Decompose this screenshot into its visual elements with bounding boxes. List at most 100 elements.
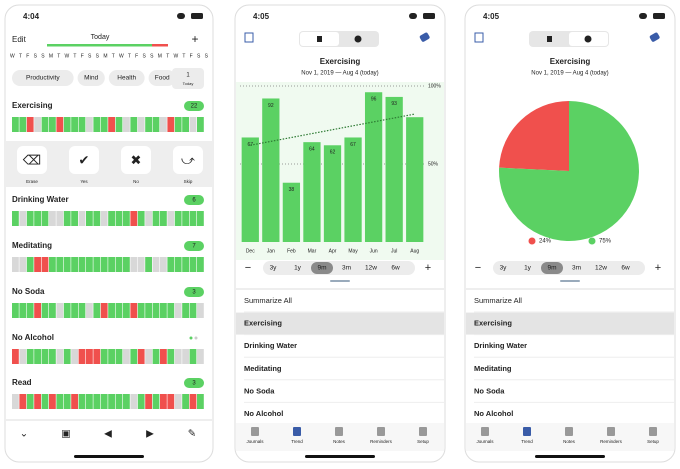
day-cell[interactable] [152,257,160,272]
day-cell[interactable] [71,211,78,226]
tab-icon[interactable] [607,427,615,436]
day-cell[interactable] [174,211,182,226]
day-cell[interactable] [115,257,123,272]
day-cell[interactable] [12,117,19,132]
day-cell[interactable] [189,117,197,132]
tab-icon[interactable] [565,427,573,436]
day-cell[interactable] [12,303,19,318]
day-cell[interactable] [152,303,160,318]
tab-icon[interactable] [481,427,489,436]
day-cell[interactable] [152,394,160,409]
day-cell[interactable] [100,211,108,226]
day-cell[interactable] [160,211,167,226]
day-cell[interactable] [12,349,19,364]
day-cell[interactable] [160,303,167,318]
day-cell[interactable] [12,211,19,226]
day-cell[interactable] [78,394,86,409]
day-cell[interactable] [34,117,41,132]
day-cell[interactable] [130,117,138,132]
day-cell[interactable] [26,211,34,226]
tab-icon[interactable] [377,427,385,436]
plus-button[interactable]: + [655,262,661,274]
toolbar-icon[interactable]: ▣ [61,429,70,440]
day-cell[interactable] [19,211,27,226]
day-cell[interactable] [93,349,101,364]
day-cell[interactable] [182,257,189,272]
day-cell[interactable] [137,211,145,226]
day-cell[interactable] [19,349,27,364]
day-cell[interactable] [86,257,93,272]
day-cell[interactable] [19,303,27,318]
day-cell[interactable] [63,303,71,318]
day-cell[interactable] [49,349,56,364]
day-cell[interactable] [167,117,175,132]
day-cell[interactable] [12,394,19,409]
day-cell[interactable] [115,303,123,318]
day-cell[interactable] [86,211,93,226]
day-cell[interactable] [145,303,152,318]
day-cell[interactable] [63,117,71,132]
category-pill[interactable] [12,70,74,86]
day-cell[interactable] [49,303,56,318]
plus-button[interactable]: + [425,262,431,274]
day-cell[interactable] [197,303,204,318]
day-cell[interactable] [108,349,115,364]
day-cell[interactable] [26,117,34,132]
day-cell[interactable] [93,211,101,226]
day-cell[interactable] [152,117,160,132]
day-cell[interactable] [167,394,175,409]
day-cell[interactable] [197,117,204,132]
day-cell[interactable] [167,349,175,364]
day-cell[interactable] [197,394,204,409]
day-cell[interactable] [63,211,71,226]
day-cell[interactable] [123,349,130,364]
category-pill[interactable] [108,70,145,86]
day-cell[interactable] [145,211,152,226]
day-cell[interactable] [167,211,175,226]
action-button[interactable] [121,146,151,174]
day-cell[interactable] [41,117,49,132]
day-cell[interactable] [63,257,71,272]
day-cell[interactable] [78,211,86,226]
day-cell[interactable] [189,394,197,409]
day-cell[interactable] [167,257,175,272]
day-cell[interactable] [130,211,138,226]
day-cell[interactable] [34,257,41,272]
day-cell[interactable] [41,303,49,318]
day-cell[interactable] [100,303,108,318]
day-cell[interactable] [197,211,204,226]
day-cell[interactable] [26,303,34,318]
day-cell[interactable] [56,257,64,272]
day-cell[interactable] [108,211,115,226]
day-cell[interactable] [19,117,27,132]
day-cell[interactable] [152,211,160,226]
day-cell[interactable] [182,303,189,318]
day-cell[interactable] [86,349,93,364]
day-cell[interactable] [100,394,108,409]
day-cell[interactable] [152,349,160,364]
day-cell[interactable] [56,349,64,364]
day-cell[interactable] [49,117,56,132]
day-cell[interactable] [19,257,27,272]
day-cell[interactable] [86,117,93,132]
day-cell[interactable] [115,211,123,226]
day-cell[interactable] [130,257,138,272]
day-cell[interactable] [160,257,167,272]
day-cell[interactable] [115,394,123,409]
tab-icon[interactable] [649,427,657,436]
day-cell[interactable] [123,117,130,132]
day-cell[interactable] [100,257,108,272]
day-cell[interactable] [71,394,78,409]
day-cell[interactable] [78,117,86,132]
action-button[interactable] [173,146,203,174]
tag-icon[interactable] [419,32,430,43]
day-cell[interactable] [189,303,197,318]
day-cell[interactable] [145,394,152,409]
day-cell[interactable] [49,257,56,272]
tab-icon[interactable] [335,427,343,436]
day-cell[interactable] [160,117,167,132]
toolbar-icon[interactable]: ▶ [146,429,154,440]
day-cell[interactable] [19,394,27,409]
day-cell[interactable] [56,117,64,132]
day-cell[interactable] [115,117,123,132]
